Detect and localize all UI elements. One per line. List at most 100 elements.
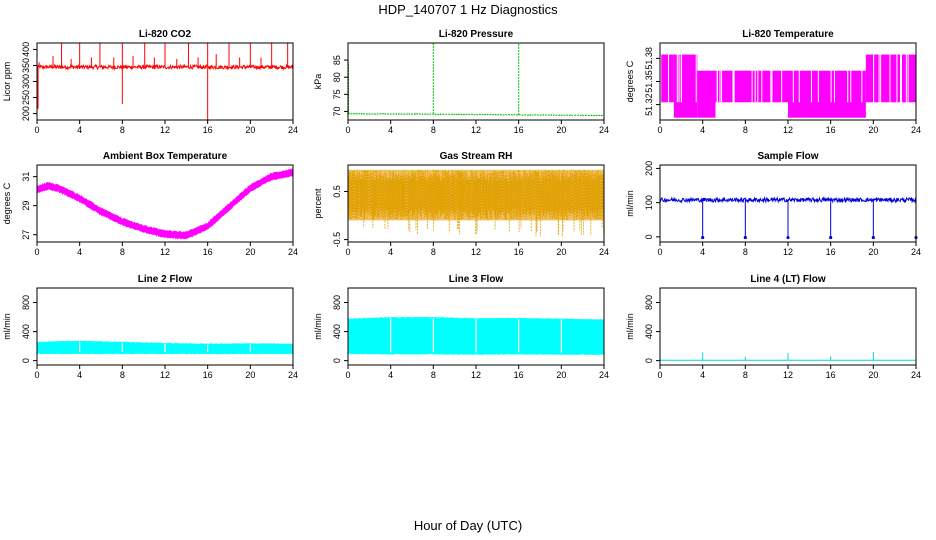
panel-y-axis-label: kPa	[313, 74, 323, 90]
x-tick-label: 20	[868, 125, 878, 135]
y-tick-label: 0	[644, 234, 654, 239]
x-tick-label: 8	[120, 125, 125, 135]
x-tick-label: 4	[700, 125, 705, 135]
chart-panel-4: Ambient Box Temperature degrees C 0 4 8 12 16 2…	[2, 151, 298, 257]
series-band	[865, 54, 897, 103]
chart-panel-5: Gas Stream RH percent 0 4 8 12 16 20 24 -0.5 0.5	[313, 151, 609, 257]
chart-panel-7: Line 2 Flow ml/min 0 4 8 12 16 20 24 0 400 800	[2, 274, 298, 380]
panel-title: Li-820 Pressure	[439, 29, 514, 40]
y-tick-label: 400	[644, 324, 654, 339]
series-point	[701, 235, 705, 240]
x-tick-label: 16	[514, 125, 524, 135]
panel-y-axis-label: ml/min	[625, 313, 635, 340]
y-tick-label: 350	[21, 58, 31, 73]
panel-title: Line 3 Flow	[449, 274, 504, 285]
panel-title: Line 2 Flow	[138, 274, 193, 285]
chart-panel-2: Li-820 Pressure kPa 0 4 8 12 16 20 24 70 75 80 85	[313, 29, 609, 135]
x-tick-label: 20	[556, 247, 566, 257]
y-tick-label: 51.35	[644, 70, 654, 93]
panel-series	[347, 169, 605, 237]
x-tick-label: 24	[911, 370, 921, 380]
x-tick-label: 0	[34, 370, 39, 380]
series-point	[829, 235, 833, 240]
y-tick-label: 200	[21, 106, 31, 121]
y-tick-label: 31	[21, 172, 31, 182]
x-tick-label: 16	[826, 247, 836, 257]
x-tick-label: 24	[599, 125, 609, 135]
panel-series	[36, 340, 294, 355]
y-tick-label: 400	[21, 324, 31, 339]
panel-y-axis-label: degrees C	[625, 60, 635, 102]
x-tick-label: 8	[743, 247, 748, 257]
y-tick-label: 400	[21, 42, 31, 57]
y-tick-label: 800	[332, 295, 342, 310]
x-tick-label: 24	[599, 247, 609, 257]
y-tick-label: 200	[644, 161, 654, 176]
chart-panel-3: Li-820 Temperature degrees C 0 4 8 12 16 20 24 51…	[625, 29, 921, 135]
panel-frame	[347, 42, 605, 121]
panel-title: Li-820 CO2	[139, 29, 192, 40]
x-tick-label: 12	[160, 247, 170, 257]
y-tick-label: 100	[644, 195, 654, 210]
panel-frame	[36, 164, 294, 243]
panel-y-axis-label: ml/min	[313, 313, 323, 340]
y-tick-label: 0	[21, 358, 31, 363]
y-tick-label: 0.5	[332, 185, 342, 198]
chart-panel-8: Line 3 Flow ml/min 0 4 8 12 16 20 24 0 400 800	[313, 274, 609, 380]
x-tick-label: 20	[245, 247, 255, 257]
y-tick-label: 0	[644, 358, 654, 363]
x-tick-label: 8	[431, 370, 436, 380]
x-tick-label: 8	[431, 247, 436, 257]
x-tick-label: 4	[77, 370, 82, 380]
x-tick-label: 8	[743, 125, 748, 135]
panel-y-axis-label: percent	[313, 188, 323, 219]
y-tick-label: 75	[332, 89, 342, 99]
series-band	[673, 54, 698, 118]
y-tick-label: 29	[21, 201, 31, 211]
x-tick-label: 0	[345, 125, 350, 135]
x-tick-label: 8	[743, 370, 748, 380]
y-tick-label: 80	[332, 72, 342, 82]
y-tick-label: 300	[21, 74, 31, 89]
panel-y-axis-label: degrees C	[2, 182, 12, 224]
x-tick-label: 4	[388, 125, 393, 135]
panel-series	[347, 43, 605, 117]
x-tick-label: 12	[783, 370, 793, 380]
series-point	[871, 235, 875, 240]
y-tick-label: 0	[332, 358, 342, 363]
chart-panel-1: Li-820 CO2 Licor ppm 0 4 8 12 16 20 24 2002503003…	[2, 29, 298, 135]
x-tick-label: 12	[160, 125, 170, 135]
panel-y-axis-label: Licor ppm	[2, 62, 12, 102]
series-point	[743, 235, 747, 240]
x-tick-label: 4	[77, 247, 82, 257]
x-tick-label: 16	[203, 247, 213, 257]
y-tick-label: -0.5	[332, 232, 342, 248]
x-tick-label: 0	[345, 370, 350, 380]
x-tick-label: 20	[556, 370, 566, 380]
panel-title: Li-820 Temperature	[742, 29, 834, 40]
x-tick-label: 16	[826, 125, 836, 135]
x-tick-label: 24	[288, 125, 298, 135]
panel-y-axis-label: ml/min	[2, 313, 12, 340]
series-point	[786, 235, 790, 240]
x-tick-label: 20	[556, 125, 566, 135]
x-tick-label: 8	[120, 370, 125, 380]
panel-title: Ambient Box Temperature	[103, 151, 228, 162]
x-tick-label: 20	[245, 370, 255, 380]
y-tick-label: 250	[21, 90, 31, 105]
x-tick-label: 16	[514, 370, 524, 380]
x-tick-label: 0	[657, 125, 662, 135]
x-axis-label: Hour of Day (UTC)	[413, 518, 523, 533]
y-tick-label: 400	[332, 324, 342, 339]
x-tick-label: 0	[34, 125, 39, 135]
y-tick-label: 51.32	[644, 93, 654, 116]
x-tick-label: 12	[471, 247, 481, 257]
x-tick-label: 16	[514, 247, 524, 257]
series-band	[697, 70, 716, 118]
y-tick-label: 27	[21, 230, 31, 240]
series-line	[347, 112, 604, 117]
x-tick-label: 12	[783, 247, 793, 257]
x-tick-label: 12	[783, 125, 793, 135]
y-tick-label: 85	[332, 55, 342, 65]
